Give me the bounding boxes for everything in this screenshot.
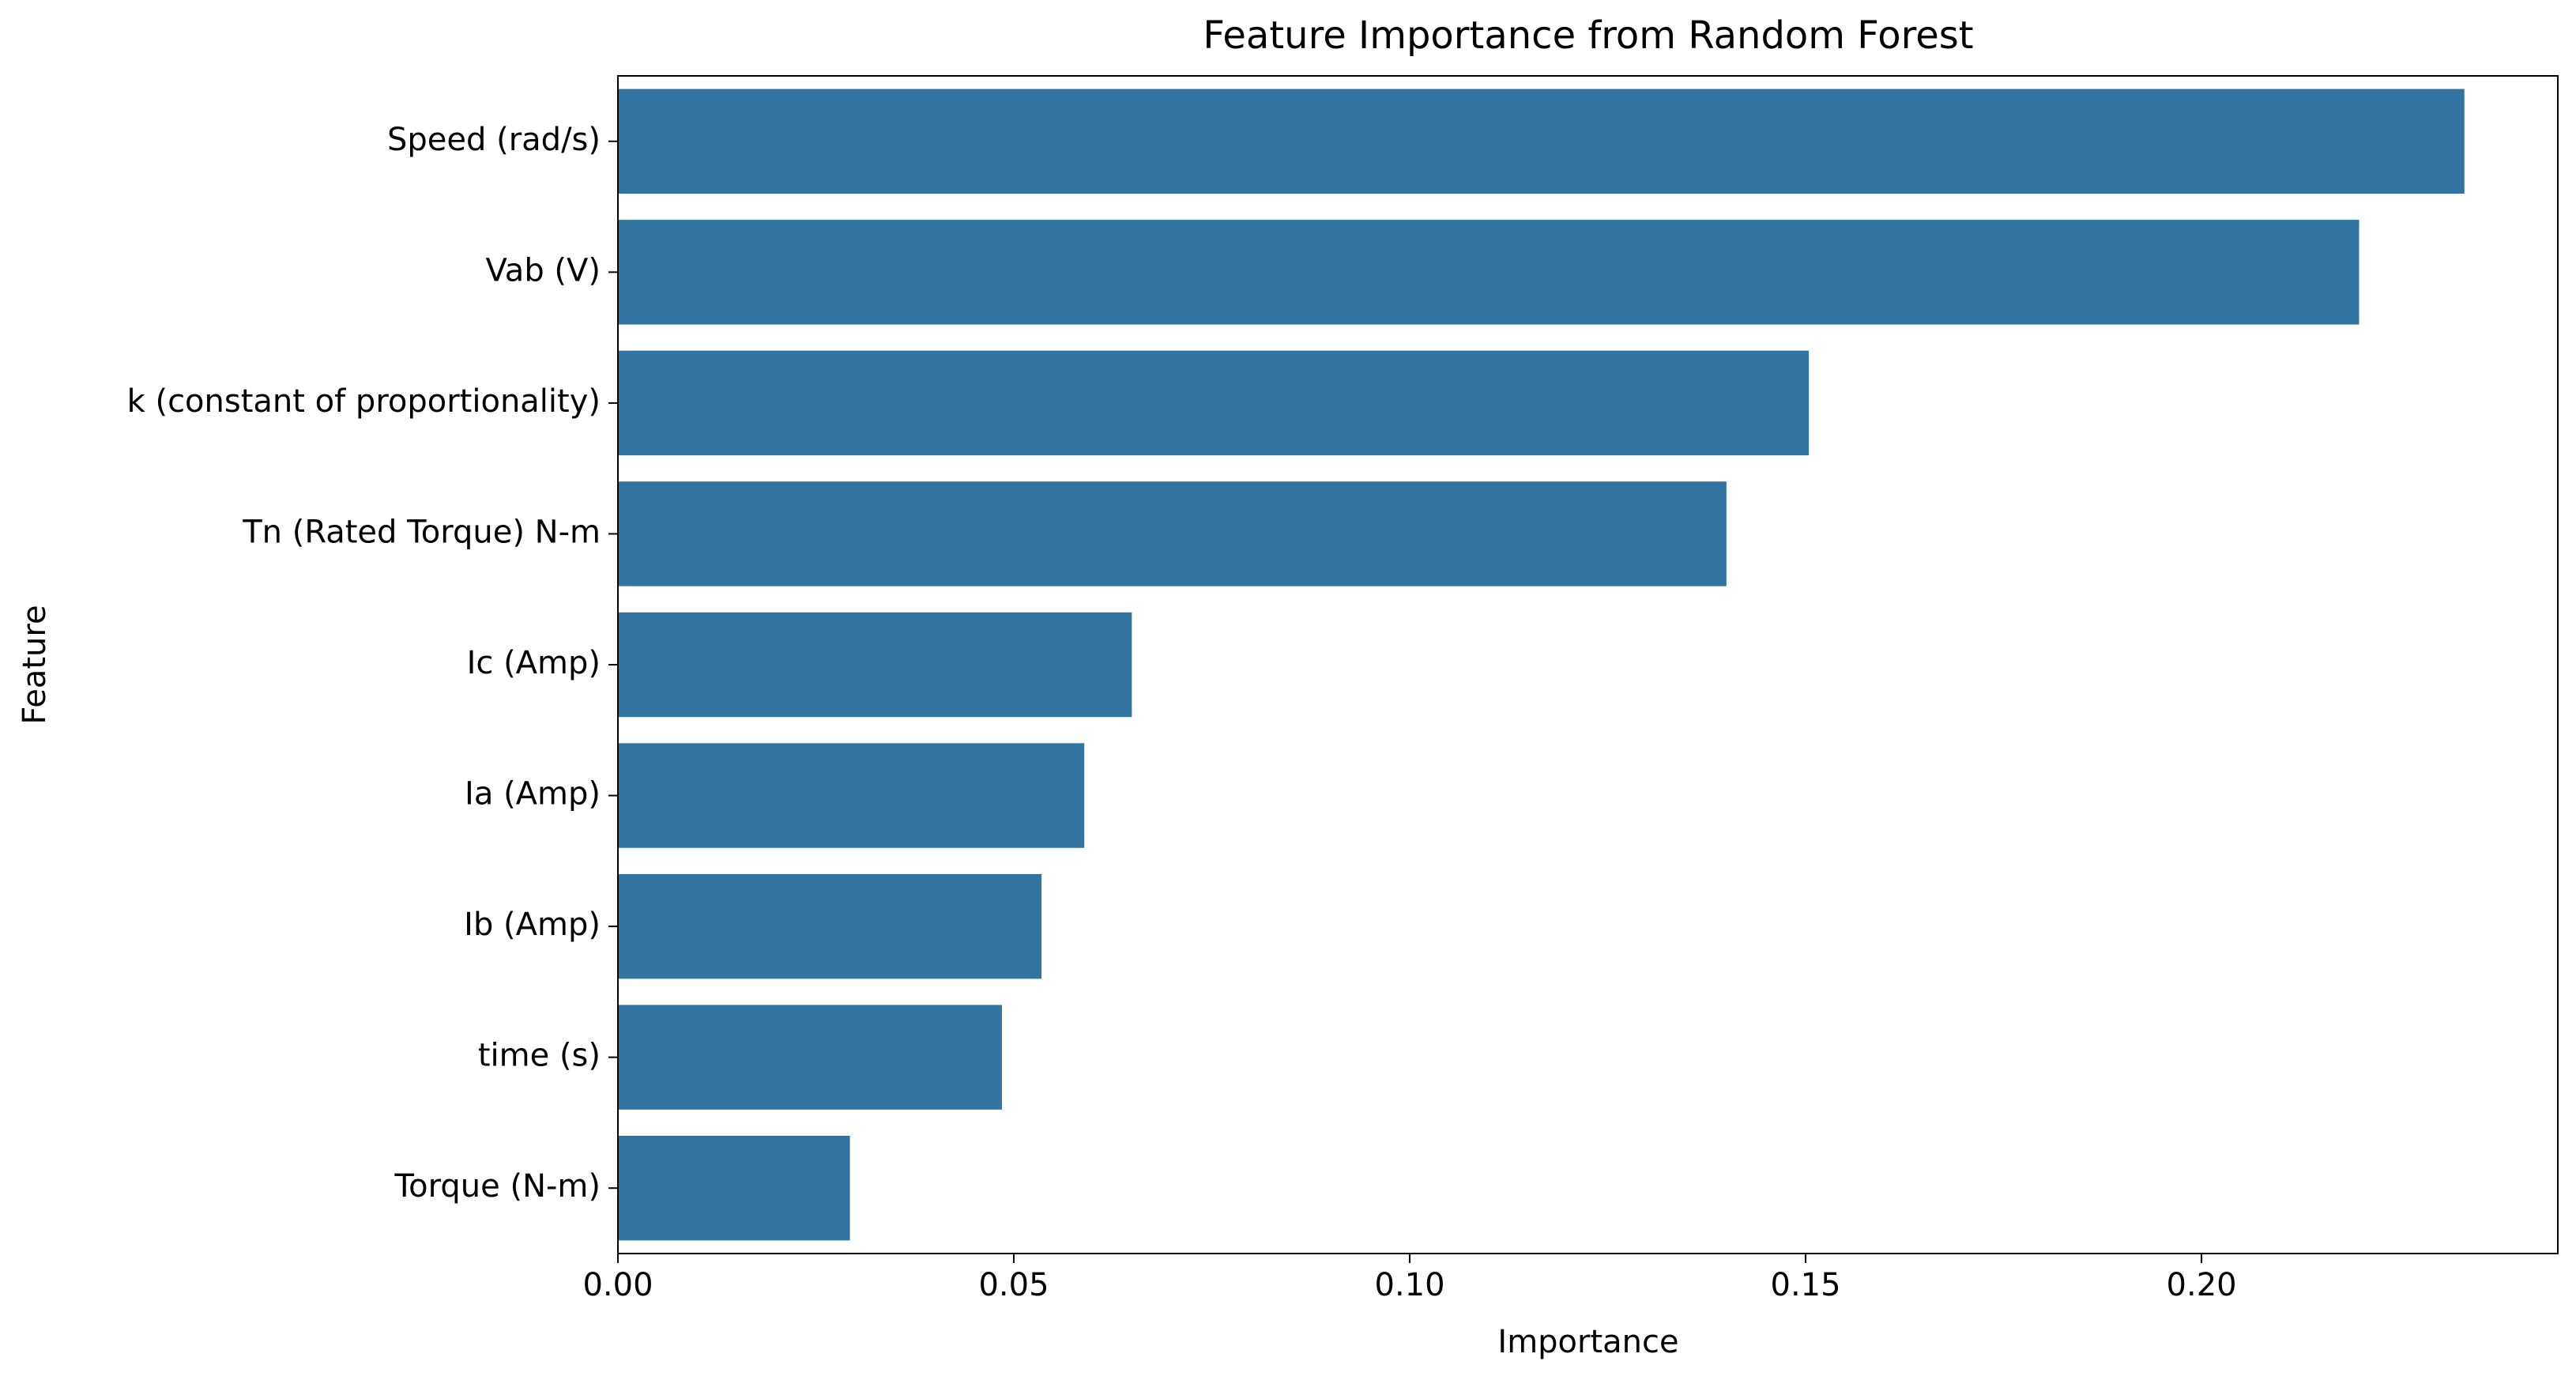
x-axis-label: Importance bbox=[1497, 1324, 1678, 1360]
y-axis-label: Feature bbox=[17, 605, 53, 724]
y-tick-label: Ic (Amp) bbox=[467, 645, 601, 681]
x-tick-label: 0.05 bbox=[978, 1267, 1049, 1303]
bar bbox=[618, 220, 2359, 325]
y-tick-label: Speed (rad/s) bbox=[387, 122, 601, 158]
plot-frame bbox=[617, 75, 2559, 1254]
bar bbox=[618, 89, 2465, 194]
bar bbox=[618, 481, 1727, 586]
y-tick-label: Ia (Amp) bbox=[465, 776, 601, 813]
bar bbox=[618, 873, 1042, 979]
bar bbox=[618, 1136, 850, 1241]
x-tick-label: 0.20 bbox=[2167, 1267, 2237, 1303]
x-tick-label: 0.15 bbox=[1771, 1267, 1841, 1303]
chart-title: Feature Importance from Random Forest bbox=[1203, 13, 1973, 58]
y-tick-label: Tn (Rated Torque) N-m bbox=[242, 514, 601, 550]
bar bbox=[618, 350, 1810, 456]
y-tick-label: Ib (Amp) bbox=[464, 907, 601, 943]
bar bbox=[618, 743, 1085, 848]
bar bbox=[618, 1005, 1002, 1110]
y-tick-label: k (constant of proportionality) bbox=[127, 383, 601, 420]
x-tick-label: 0.00 bbox=[582, 1267, 653, 1303]
y-tick-label: time (s) bbox=[478, 1038, 601, 1074]
y-tick-label: Torque (N-m) bbox=[394, 1168, 601, 1205]
y-tick-label: Vab (V) bbox=[486, 252, 601, 288]
x-tick-label: 0.10 bbox=[1375, 1267, 1445, 1303]
bar bbox=[618, 612, 1132, 718]
